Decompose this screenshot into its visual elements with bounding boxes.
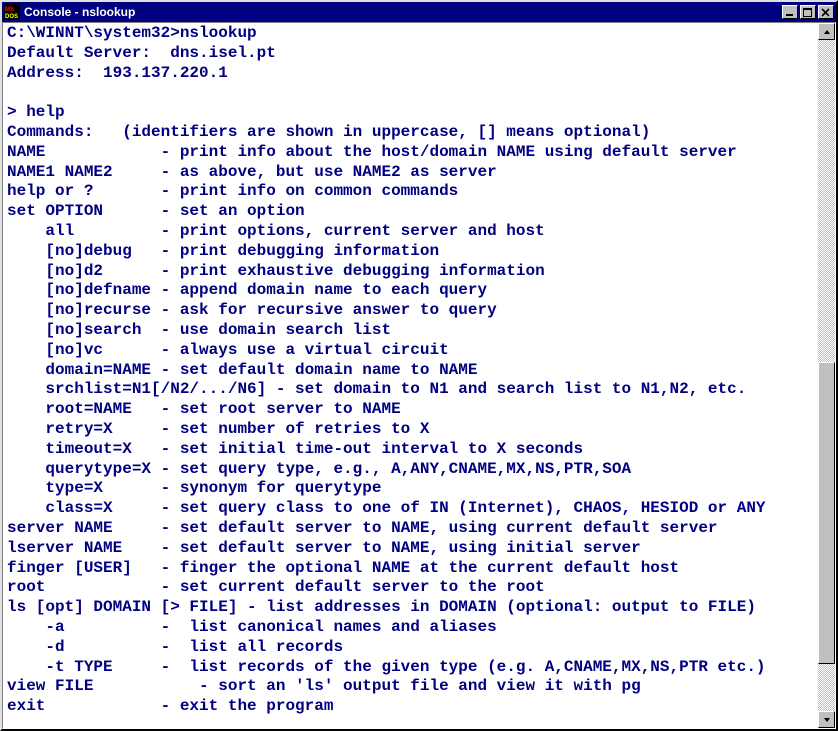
maximize-button[interactable] (800, 5, 816, 19)
console-window: MS DOS Console - nslookup C:\WINNT\syste… (0, 0, 838, 731)
scroll-track[interactable] (818, 40, 835, 711)
titlebar[interactable]: MS DOS Console - nslookup (2, 2, 836, 22)
svg-text:MS: MS (5, 7, 14, 13)
client-area: C:\WINNT\system32>nslookup Default Serve… (2, 22, 836, 729)
window-controls (780, 5, 834, 19)
svg-text:DOS: DOS (5, 14, 18, 20)
close-button[interactable] (818, 5, 834, 19)
console-output: C:\WINNT\system32>nslookup Default Serve… (3, 23, 818, 728)
vertical-scrollbar[interactable] (818, 23, 835, 728)
scroll-thumb[interactable] (818, 362, 835, 664)
window-title: Console - nslookup (24, 5, 780, 19)
minimize-button[interactable] (782, 5, 798, 19)
scroll-up-button[interactable] (818, 23, 835, 40)
scroll-down-button[interactable] (818, 711, 835, 728)
msdos-icon: MS DOS (4, 4, 20, 20)
